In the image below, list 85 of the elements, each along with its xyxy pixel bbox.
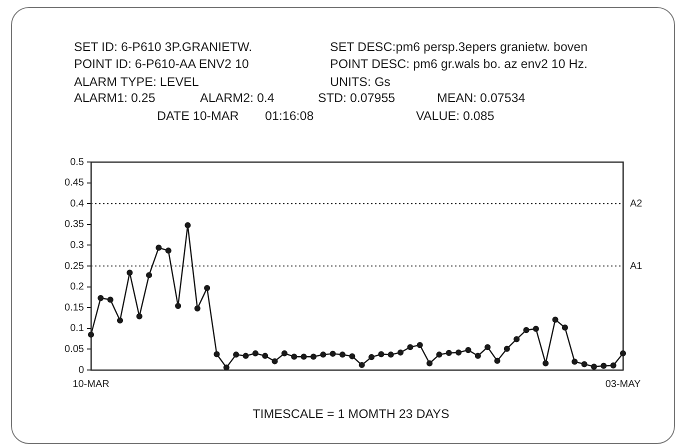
point bbox=[494, 358, 500, 364]
text: SET DESC:pm6 persp.3epers granietw. boven bbox=[330, 40, 588, 54]
point bbox=[610, 362, 616, 368]
point bbox=[116, 317, 124, 324]
text: ALARM2: 0.4 bbox=[200, 90, 274, 106]
point bbox=[446, 350, 452, 356]
point bbox=[562, 324, 568, 331]
y-tick-label: 0.3 bbox=[70, 240, 84, 251]
point bbox=[184, 222, 191, 228]
text: POINT ID: 6-P610-AA ENV2 10 bbox=[74, 56, 249, 72]
y-tick-label: 0.4 bbox=[70, 198, 84, 210]
point bbox=[300, 354, 307, 360]
point bbox=[552, 316, 558, 323]
y-tick-label: 0 bbox=[78, 364, 84, 376]
point bbox=[600, 362, 607, 369]
ref-line-label: A1 bbox=[630, 260, 643, 272]
point bbox=[388, 352, 394, 358]
point bbox=[339, 352, 346, 358]
point bbox=[214, 351, 220, 358]
y-tick-label: 0.25 bbox=[64, 260, 84, 272]
point bbox=[532, 326, 539, 332]
y-tick-label: 0.35 bbox=[64, 219, 84, 230]
x-axis-title: TIMESCALE = 1 MOMTH 23 DAYS bbox=[252, 407, 450, 422]
point bbox=[291, 354, 298, 360]
point bbox=[378, 351, 384, 358]
y-tick-label: 0.1 bbox=[70, 323, 84, 334]
point bbox=[146, 272, 152, 278]
text: UNITS: Gs bbox=[330, 74, 390, 90]
text: DATE 10-MAR bbox=[157, 108, 239, 124]
ref-line-label: A2 bbox=[630, 198, 643, 210]
point bbox=[407, 344, 414, 350]
point bbox=[426, 360, 433, 366]
x-tick-label: 03-MAY bbox=[605, 378, 642, 390]
point bbox=[397, 349, 404, 356]
text: SET ID: 6-P610 3P.GRANIETW. bbox=[74, 40, 252, 54]
y-tick-label: 0.15 bbox=[64, 302, 84, 314]
point bbox=[233, 352, 240, 358]
point bbox=[88, 332, 94, 338]
point bbox=[514, 336, 520, 342]
point bbox=[310, 354, 317, 360]
point bbox=[416, 342, 423, 348]
point bbox=[223, 364, 230, 371]
point bbox=[262, 352, 268, 359]
point bbox=[320, 352, 326, 358]
text: 01:16:08 bbox=[265, 108, 314, 124]
point bbox=[581, 361, 588, 368]
x-tick-label: 10-MAR bbox=[72, 378, 110, 390]
point bbox=[456, 349, 462, 356]
text: STD: 0.07955 bbox=[318, 90, 396, 106]
y-tick-label: 0.45 bbox=[64, 178, 84, 189]
point bbox=[358, 362, 365, 368]
point bbox=[484, 344, 491, 350]
point bbox=[107, 296, 114, 303]
point bbox=[523, 327, 530, 334]
point bbox=[542, 360, 549, 366]
point bbox=[368, 354, 375, 360]
point bbox=[156, 244, 162, 251]
text: ALARM1: 0.25 bbox=[74, 90, 156, 106]
point bbox=[572, 358, 578, 365]
point bbox=[194, 305, 200, 312]
point bbox=[242, 352, 249, 359]
point bbox=[620, 350, 626, 356]
point bbox=[175, 302, 182, 309]
point bbox=[252, 350, 258, 356]
text: MEAN: 0.07534 bbox=[437, 90, 526, 106]
point bbox=[204, 285, 210, 292]
point bbox=[590, 364, 598, 370]
point bbox=[281, 350, 288, 356]
point bbox=[436, 352, 442, 358]
y-tick-label: 0.05 bbox=[64, 344, 84, 355]
point bbox=[272, 358, 278, 364]
point bbox=[126, 270, 133, 276]
point bbox=[474, 352, 481, 359]
point bbox=[465, 346, 472, 354]
text: VALUE: 0.085 bbox=[416, 108, 494, 124]
point bbox=[330, 350, 336, 357]
point bbox=[165, 248, 172, 254]
y-tick-label: 0.5 bbox=[70, 156, 84, 168]
text: POINT DESC: pm6 gr.wals bo. az env2 10 Hz. bbox=[330, 56, 588, 72]
point bbox=[136, 313, 142, 320]
text: ALARM TYPE: LEVEL bbox=[74, 74, 199, 90]
point bbox=[98, 294, 104, 302]
point bbox=[504, 346, 510, 352]
point bbox=[349, 353, 356, 360]
y-tick-label: 0.2 bbox=[70, 282, 84, 293]
